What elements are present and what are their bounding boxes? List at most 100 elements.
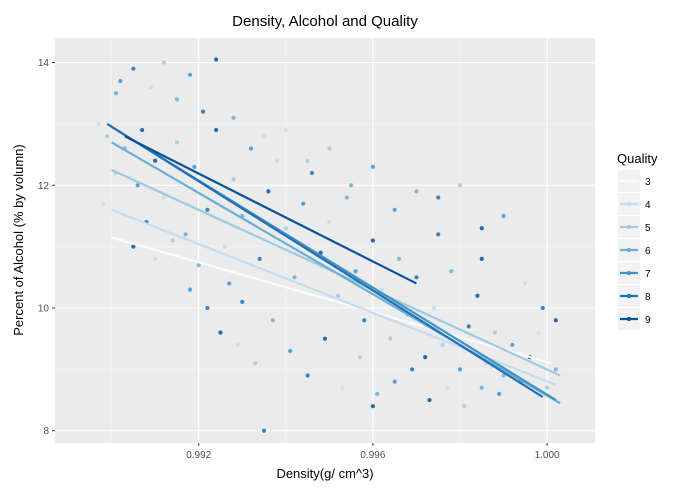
- y-tick-label: 8: [43, 426, 49, 437]
- legend-label: 3: [645, 177, 651, 188]
- scatter-point: [379, 287, 384, 292]
- scatter-point: [309, 170, 315, 176]
- legend-label: 9: [645, 315, 651, 326]
- scatter-point: [501, 373, 506, 378]
- legend-key-point: [626, 224, 632, 230]
- scatter-point: [135, 183, 140, 188]
- scatter-point: [553, 318, 558, 323]
- legend-label: 4: [645, 200, 651, 211]
- scatter-point: [118, 78, 123, 84]
- scatter-point: [283, 226, 288, 231]
- scatter-point: [301, 201, 306, 206]
- scatter-point: [388, 336, 393, 341]
- fit-line-quality-9: [124, 135, 417, 285]
- scatter-point: [436, 195, 441, 200]
- x-tick-label: 0.992: [186, 450, 211, 461]
- scatter-point: [396, 256, 402, 262]
- scatter-point: [292, 275, 297, 280]
- scatter-point: [113, 91, 119, 96]
- fit-lines: [106, 122, 561, 405]
- scatter-point: [187, 287, 193, 292]
- scatter-point: [536, 330, 541, 335]
- scatter-point: [392, 207, 397, 212]
- scatter-point: [131, 66, 136, 71]
- scatter-point: [288, 348, 293, 354]
- scatter-point: [431, 305, 436, 311]
- scatter-point: [392, 379, 397, 384]
- legend: Quality 3 4 5 6 7 8 9: [617, 151, 658, 330]
- scatter-point: [440, 342, 445, 347]
- scatter-point: [375, 391, 380, 397]
- scatter-point: [153, 256, 158, 262]
- scatter-point: [248, 146, 254, 151]
- chart-title: Density, Alcohol and Quality: [232, 13, 418, 30]
- legend-label: 8: [645, 292, 651, 303]
- scatter-point: [214, 57, 219, 62]
- scatter-point: [409, 367, 415, 372]
- x-axis-ticks: 0.992 0.996 1.000: [186, 443, 560, 461]
- scatter-point: [305, 373, 310, 378]
- scatter-point: [192, 164, 197, 169]
- scatter-point: [344, 195, 349, 200]
- legend-key-point: [626, 270, 632, 276]
- scatter-point: [218, 330, 223, 335]
- scatter-point: [305, 158, 310, 163]
- scatter-point: [475, 293, 480, 298]
- scatter-points: [96, 57, 558, 433]
- scatter-point: [466, 324, 471, 329]
- scatter-point: [523, 281, 528, 286]
- scatter-point: [497, 391, 502, 397]
- legend-key-point: [626, 293, 632, 299]
- scatter-point: [131, 244, 136, 249]
- scatter-point: [335, 293, 341, 298]
- scatter-point: [231, 177, 236, 182]
- scatter-point: [553, 367, 558, 372]
- y-tick-label: 14: [38, 58, 50, 69]
- scatter-point: [370, 164, 376, 169]
- x-axis-title: Density(g/ cm^3): [276, 466, 373, 481]
- fit-line-quality-6: [111, 141, 561, 405]
- scatter-point: [414, 275, 419, 280]
- scatter-point: [187, 72, 193, 77]
- legend-title: Quality: [617, 151, 658, 166]
- y-axis-title: Percent of Alcohol (% by volumn): [11, 144, 26, 335]
- scatter-point: [270, 318, 275, 323]
- scatter-point: [362, 318, 367, 323]
- scatter-point: [205, 305, 210, 311]
- scatter-point: [214, 127, 219, 133]
- scatter-point: [370, 404, 376, 409]
- scatter-point: [261, 134, 267, 139]
- scatter-point: [161, 60, 166, 65]
- scatter-point: [357, 354, 362, 360]
- scatter-point: [196, 262, 201, 268]
- fit-line-quality-8: [106, 122, 544, 398]
- scatter-point: [257, 256, 262, 262]
- scatter-point: [105, 134, 110, 139]
- legend-key-point: [626, 316, 632, 322]
- scatter-point: [340, 385, 345, 390]
- scatter-point: [414, 189, 419, 194]
- scatter-point: [148, 84, 153, 90]
- scatter-point: [231, 115, 236, 120]
- scatter-point: [444, 385, 450, 390]
- scatter-point: [174, 97, 180, 102]
- legend-key-point: [626, 247, 632, 253]
- scatter-point: [322, 336, 328, 341]
- scatter-point: [479, 256, 484, 262]
- scatter-point: [170, 238, 175, 243]
- scatter-point: [349, 183, 354, 188]
- scatter-point: [139, 127, 145, 133]
- y-tick-label: 10: [38, 304, 50, 315]
- plot-panel: [55, 38, 595, 443]
- scatter-point: [492, 330, 497, 335]
- scatter-point: [462, 404, 467, 409]
- scatter-point: [235, 342, 241, 347]
- legend-label: 6: [645, 246, 651, 257]
- scatter-point: [427, 397, 432, 403]
- scatter-point: [479, 385, 484, 390]
- scatter-point: [266, 189, 271, 194]
- scatter-point: [510, 342, 515, 347]
- scatter-point: [100, 201, 106, 206]
- scatter-point: [174, 140, 180, 145]
- scatter-point: [283, 127, 288, 133]
